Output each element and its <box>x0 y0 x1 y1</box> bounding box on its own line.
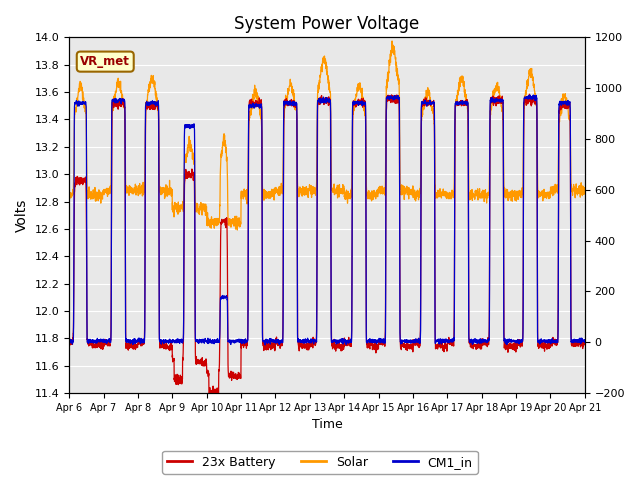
Legend: 23x Battery, Solar, CM1_in: 23x Battery, Solar, CM1_in <box>163 451 477 474</box>
Text: VR_met: VR_met <box>80 55 130 68</box>
Solar <box>124 185 132 191</box>
CM1_in <box>261 342 269 348</box>
Solar <box>285 84 293 89</box>
Solar <box>263 192 271 197</box>
23x Battery <box>155 117 163 123</box>
23x Battery <box>65 335 73 340</box>
23x Battery <box>571 341 579 347</box>
CM1_in <box>65 338 73 344</box>
Line: Solar: Solar <box>69 41 585 230</box>
23x Battery <box>124 341 132 347</box>
Solar <box>234 227 241 233</box>
23x Battery <box>581 339 589 345</box>
23x Battery <box>525 91 533 97</box>
Solar <box>65 196 73 202</box>
Y-axis label: Volts: Volts <box>15 199 29 232</box>
Line: CM1_in: CM1_in <box>69 95 585 345</box>
Solar <box>388 38 396 44</box>
CM1_in <box>526 92 534 98</box>
CM1_in <box>571 338 579 344</box>
CM1_in <box>581 338 589 344</box>
CM1_in <box>285 102 293 108</box>
23x Battery <box>515 339 523 345</box>
CM1_in <box>124 337 132 343</box>
23x Battery <box>209 399 216 405</box>
Line: 23x Battery: 23x Battery <box>69 94 585 402</box>
CM1_in <box>155 103 163 109</box>
CM1_in <box>515 341 523 347</box>
Title: System Power Voltage: System Power Voltage <box>234 15 420 33</box>
Solar <box>155 111 163 117</box>
X-axis label: Time: Time <box>312 419 342 432</box>
Solar <box>516 191 524 197</box>
23x Battery <box>285 100 293 106</box>
Solar <box>581 189 589 194</box>
CM1_in <box>263 337 271 343</box>
Solar <box>571 187 579 192</box>
23x Battery <box>263 342 271 348</box>
